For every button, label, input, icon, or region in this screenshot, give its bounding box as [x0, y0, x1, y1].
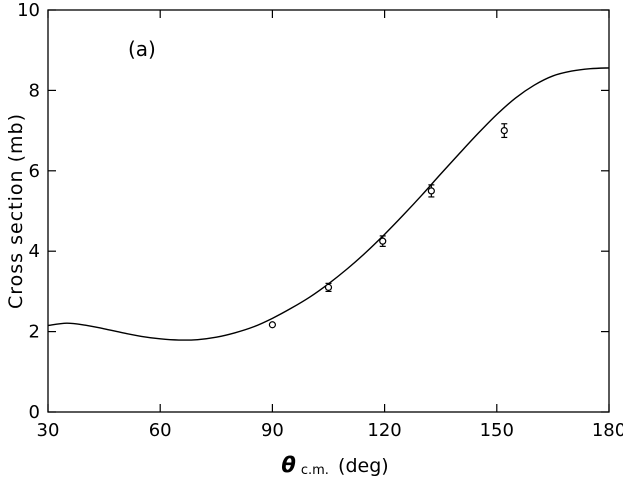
- y-tick-label: 6: [29, 161, 40, 182]
- data-point-marker: [379, 237, 387, 245]
- x-tick-label: 60: [149, 420, 172, 441]
- x-axis-subscript: c.m.: [301, 463, 329, 478]
- y-axis-ticks: 0 2 4 6 8 10: [17, 0, 609, 423]
- y-tick-label: 0: [29, 402, 40, 423]
- x-axis-unit: (deg): [338, 455, 389, 477]
- y-tick-label: 4: [29, 241, 40, 262]
- x-tick-label: 90: [261, 420, 284, 441]
- data-point-marker: [324, 283, 333, 291]
- x-tick-label: 30: [37, 420, 60, 441]
- x-tick-label: 150: [480, 420, 514, 441]
- theory-curve: [47, 67, 610, 341]
- data-point-marker: [500, 127, 508, 135]
- data-points-layer: [268, 123, 508, 329]
- x-tick-label: 120: [367, 420, 401, 441]
- y-tick-label: 10: [17, 0, 40, 21]
- panel-label: (a): [128, 37, 156, 61]
- data-point: [379, 235, 387, 247]
- x-axis-ticks: 30 60 90 120 150 180: [37, 10, 623, 441]
- x-axis-label: θ c.m. (deg): [281, 453, 388, 478]
- data-point-marker: [427, 187, 435, 195]
- x-tick-label: 180: [592, 420, 623, 441]
- data-point: [268, 321, 276, 329]
- y-axis-label: Cross section (mb): [5, 113, 27, 309]
- data-point: [500, 123, 508, 139]
- x-axis-symbol: θ: [281, 453, 295, 477]
- data-point: [324, 282, 333, 292]
- data-point: [427, 184, 435, 198]
- plot-frame: [47, 9, 610, 413]
- data-point-marker: [268, 321, 276, 329]
- y-tick-label: 2: [29, 322, 40, 343]
- y-tick-label: 8: [29, 80, 40, 101]
- theory-curve-layer: [47, 67, 610, 341]
